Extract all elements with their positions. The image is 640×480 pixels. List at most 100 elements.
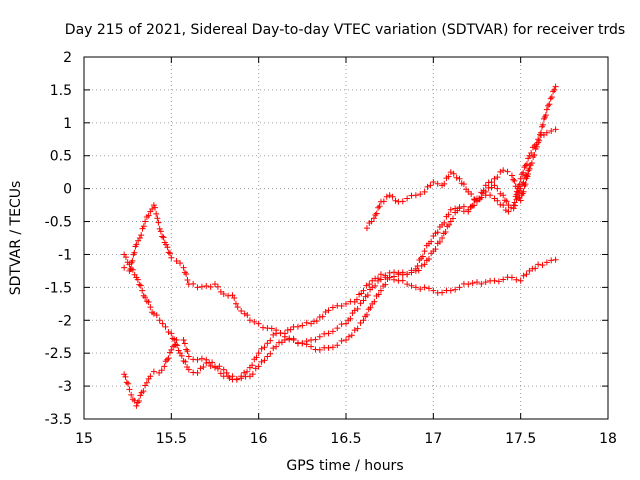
- data-point: [158, 367, 165, 374]
- data-point: [417, 286, 424, 293]
- data-point: [494, 185, 501, 192]
- data-point: [334, 325, 341, 332]
- data-point: [325, 307, 332, 314]
- data-point: [375, 277, 382, 284]
- data-point: [505, 208, 512, 215]
- data-point: [412, 192, 419, 199]
- data-point: [194, 356, 201, 363]
- data-point: [136, 281, 143, 288]
- data-point: [165, 249, 172, 256]
- data-point: [268, 325, 275, 332]
- data-point: [442, 229, 449, 236]
- data-point: [258, 345, 265, 352]
- data-point: [526, 165, 533, 172]
- data-point: [434, 180, 441, 187]
- data-point: [369, 284, 376, 291]
- series-track-c: [121, 83, 559, 409]
- data-point: [313, 317, 320, 324]
- data-point: [474, 279, 480, 286]
- data-point: [220, 366, 227, 373]
- data-point: [164, 244, 171, 251]
- y-tick-labels: -3.5 -3 -2.5 -2 -1.5 -1 -0.5 0 0.5 1 1.5 2: [45, 50, 72, 428]
- data-point: [404, 195, 411, 202]
- data-point: [161, 363, 168, 370]
- data-point: [353, 296, 360, 303]
- data-point: [165, 355, 172, 362]
- data-point: [539, 262, 546, 269]
- axis-ticks: [83, 56, 609, 420]
- data-point: [121, 264, 128, 271]
- data-point: [522, 173, 529, 180]
- data-point: [194, 369, 201, 376]
- data-point: [376, 203, 383, 210]
- data-point: [241, 310, 248, 317]
- data-point: [294, 323, 301, 330]
- data-point: [129, 266, 136, 273]
- data-point: [418, 262, 425, 269]
- data-point: [185, 353, 192, 360]
- data-point: [343, 320, 349, 327]
- data-point: [136, 398, 143, 405]
- data-point: [421, 188, 428, 195]
- x-tick-label: 15: [75, 431, 93, 447]
- data-point: [543, 106, 550, 113]
- data-point: [155, 219, 162, 226]
- data-point: [456, 284, 463, 291]
- data-point: [214, 283, 221, 290]
- x-tick-labels: 15 15.5 16 16.5 17 17.5 18: [75, 431, 617, 447]
- data-point: [528, 160, 535, 167]
- data-point: [316, 333, 323, 340]
- data-point: [185, 366, 192, 373]
- data-point: [231, 295, 238, 302]
- data-point: [375, 204, 382, 211]
- data-point: [162, 323, 169, 330]
- data-point: [316, 346, 323, 353]
- data-point: [160, 234, 167, 241]
- data-point: [134, 399, 141, 406]
- data-point: [552, 256, 559, 263]
- data-point: [238, 373, 245, 380]
- data-point: [140, 223, 147, 230]
- data-point: [338, 321, 345, 328]
- data-point: [182, 358, 189, 365]
- data-point: [417, 191, 424, 198]
- data-point: [223, 369, 230, 376]
- data-point: [126, 261, 133, 268]
- data-point: [249, 362, 256, 369]
- data-point: [270, 331, 277, 338]
- x-tick-label: 17: [424, 431, 442, 447]
- data-point: [476, 195, 483, 202]
- data-point: [145, 212, 152, 219]
- data-point: [150, 368, 157, 375]
- series-track-b: [121, 251, 559, 383]
- data-point: [399, 198, 406, 205]
- data-point: [360, 287, 367, 294]
- data-point: [363, 311, 370, 318]
- data-point: [476, 196, 483, 203]
- data-point: [264, 340, 271, 347]
- data-point: [343, 337, 349, 344]
- data-point: [508, 172, 515, 179]
- data-point: [164, 356, 171, 363]
- data-point: [173, 258, 180, 265]
- data-point: [517, 197, 524, 204]
- data-point: [203, 356, 210, 363]
- data-point: [142, 294, 149, 301]
- data-point: [383, 193, 390, 200]
- data-point: [334, 342, 341, 349]
- data-point: [510, 205, 517, 212]
- data-point: [421, 284, 428, 291]
- data-point: [439, 289, 446, 296]
- data-point: [138, 232, 145, 239]
- data-point: [147, 373, 154, 380]
- data-point: [156, 225, 163, 232]
- data-point: [140, 292, 147, 299]
- data-point: [290, 337, 297, 344]
- x-tick-label: 16: [250, 431, 268, 447]
- data-point: [180, 337, 187, 344]
- data-point: [538, 129, 545, 136]
- data-point: [303, 338, 310, 345]
- data-point: [241, 369, 248, 376]
- data-point: [150, 202, 157, 209]
- data-point: [184, 348, 191, 355]
